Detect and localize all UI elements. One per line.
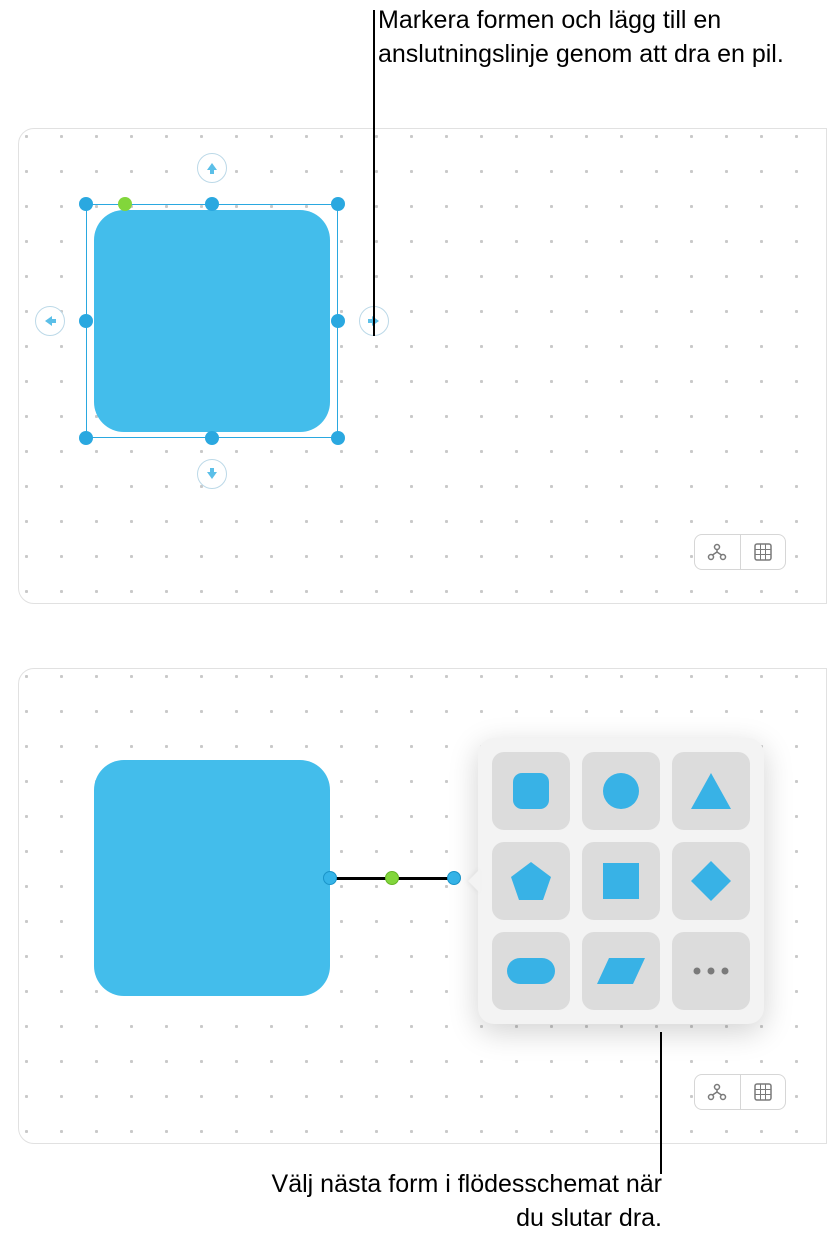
- pick-more[interactable]: [672, 932, 750, 1010]
- arrow-left-icon: [43, 314, 57, 328]
- more-icon: [691, 966, 731, 976]
- parallelogram-icon: [595, 956, 647, 986]
- callout-bottom: Välj nästa form i flödesschemat när du s…: [262, 1168, 662, 1236]
- oval-icon: [505, 956, 557, 986]
- diagram-view-button[interactable]: [695, 535, 741, 569]
- grid-view-icon: [754, 543, 772, 561]
- connector-midpoint[interactable]: [385, 871, 399, 885]
- handle-n[interactable]: [205, 197, 219, 211]
- handle-sw[interactable]: [79, 431, 93, 445]
- connector-endpoint-end[interactable]: [447, 871, 461, 885]
- diagram-view-icon: [707, 1083, 727, 1101]
- handle-w[interactable]: [79, 314, 93, 328]
- diamond-icon: [689, 859, 733, 903]
- diagram-view-button[interactable]: [695, 1075, 741, 1109]
- callout-top-leader: [373, 10, 375, 336]
- callout-bottom-leader: [660, 1032, 662, 1174]
- pick-pentagon[interactable]: [492, 842, 570, 920]
- arrow-up-icon: [205, 161, 219, 175]
- handle-ne[interactable]: [331, 197, 345, 211]
- pentagon-icon: [509, 860, 553, 902]
- view-mode-toggle-2: [694, 1074, 786, 1110]
- pick-oval[interactable]: [492, 932, 570, 1010]
- pick-triangle[interactable]: [672, 752, 750, 830]
- connect-arrow-left[interactable]: [35, 306, 65, 336]
- shape-rounded-rect-2[interactable]: [94, 760, 330, 996]
- grid-view-button[interactable]: [741, 1075, 786, 1109]
- selection-outline: [86, 204, 338, 438]
- triangle-icon: [689, 771, 733, 811]
- pick-square[interactable]: [582, 842, 660, 920]
- handle-corner-radius[interactable]: [118, 197, 132, 211]
- pick-rounded-square[interactable]: [492, 752, 570, 830]
- handle-e[interactable]: [331, 314, 345, 328]
- pick-parallelogram[interactable]: [582, 932, 660, 1010]
- grid-view-button[interactable]: [741, 535, 786, 569]
- rounded-square-icon: [510, 770, 552, 812]
- handle-s[interactable]: [205, 431, 219, 445]
- connect-arrow-up[interactable]: [197, 153, 227, 183]
- connect-arrow-down[interactable]: [197, 459, 227, 489]
- square-icon: [601, 861, 641, 901]
- handle-se[interactable]: [331, 431, 345, 445]
- pick-circle[interactable]: [582, 752, 660, 830]
- connector-endpoint-start[interactable]: [323, 871, 337, 885]
- diagram-view-icon: [707, 543, 727, 561]
- grid-view-icon: [754, 1083, 772, 1101]
- view-mode-toggle: [694, 534, 786, 570]
- callout-top: Markera formen och lägg till en anslutni…: [378, 4, 790, 72]
- shape-picker-popover: [478, 738, 764, 1024]
- arrow-down-icon: [205, 467, 219, 481]
- pick-diamond[interactable]: [672, 842, 750, 920]
- handle-nw[interactable]: [79, 197, 93, 211]
- circle-icon: [600, 770, 642, 812]
